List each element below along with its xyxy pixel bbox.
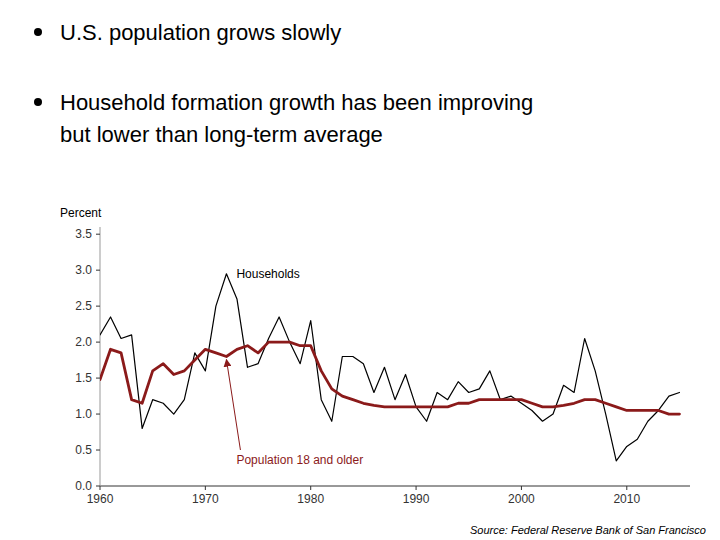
y-tick-label: 3.0 [75, 263, 92, 277]
bullet-text: U.S. population grows slowly [60, 20, 341, 45]
x-tick [521, 486, 522, 490]
y-tick-label: 3.5 [75, 227, 92, 241]
y-tick-label: 2.5 [75, 299, 92, 313]
annotation-arrow [226, 360, 240, 451]
y-tick-label: 1.5 [75, 371, 92, 385]
y-tick-label: 2.0 [75, 335, 92, 349]
series-label: Population 18 and older [236, 453, 363, 467]
chart: U.S. population grows slowly Household fo… [0, 0, 720, 540]
y-tick [96, 270, 100, 271]
x-tick [310, 486, 311, 490]
bullet-dot [34, 98, 42, 106]
x-tick-label: 1970 [192, 492, 219, 506]
y-tick [96, 342, 100, 343]
y-tick-label: 1.0 [75, 407, 92, 421]
y-axis-label: Percent [60, 206, 102, 220]
y-tick [96, 450, 100, 451]
x-axis-line [100, 486, 690, 487]
x-tick-label: 2000 [508, 492, 535, 506]
x-tick [626, 486, 627, 490]
series-label: Households [236, 267, 299, 281]
y-tick [96, 486, 100, 487]
x-tick [416, 486, 417, 490]
y-tick [96, 306, 100, 307]
x-tick [100, 486, 101, 490]
plot-area [100, 274, 679, 461]
source-note: Source: Federal Reserve Bank of San Fran… [470, 524, 706, 536]
x-tick [205, 486, 206, 490]
y-tick [96, 414, 100, 415]
y-tick-label: 0.5 [75, 443, 92, 457]
x-tick-label: 1960 [87, 492, 114, 506]
x-tick-label: 1990 [403, 492, 430, 506]
x-tick-label: 2010 [613, 492, 640, 506]
bullet-text: Household formation growth has been impr… [60, 90, 533, 115]
series-line [100, 274, 679, 461]
y-axis-line [100, 227, 101, 486]
bullet-dot [34, 28, 42, 36]
background [0, 0, 720, 540]
y-tick [96, 378, 100, 379]
series-line [100, 342, 679, 414]
y-tick [96, 234, 100, 235]
bullet-text: but lower than long-term average [60, 122, 383, 147]
y-tick-label: 0.0 [75, 479, 92, 493]
x-tick-label: 1980 [297, 492, 324, 506]
